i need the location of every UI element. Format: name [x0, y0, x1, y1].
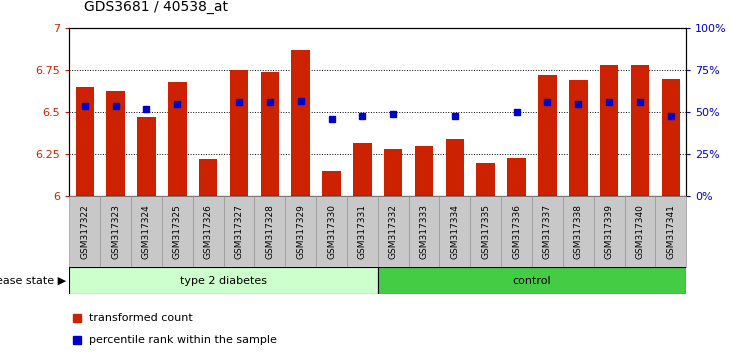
Text: GSM317331: GSM317331 [358, 204, 367, 259]
Bar [291, 50, 310, 196]
Bar [378, 267, 686, 294]
Bar [322, 171, 341, 196]
Bar [470, 196, 501, 267]
Text: GSM317339: GSM317339 [604, 204, 614, 259]
Bar [656, 196, 686, 267]
Bar [384, 149, 402, 196]
Text: disease state ▶: disease state ▶ [0, 275, 66, 286]
Bar [230, 70, 248, 196]
Bar [378, 196, 409, 267]
Bar [353, 143, 372, 196]
Bar [316, 196, 347, 267]
Bar [532, 196, 563, 267]
Text: GSM317335: GSM317335 [481, 204, 491, 259]
Text: percentile rank within the sample: percentile rank within the sample [89, 335, 277, 345]
Bar [445, 139, 464, 196]
Text: GSM317332: GSM317332 [388, 204, 398, 259]
Bar [538, 75, 557, 196]
Bar [415, 146, 434, 196]
Text: GSM317328: GSM317328 [265, 204, 274, 259]
Text: GSM317323: GSM317323 [111, 204, 120, 259]
Text: GSM317325: GSM317325 [173, 204, 182, 259]
Text: transformed count: transformed count [89, 313, 193, 323]
Text: GSM317322: GSM317322 [80, 205, 89, 259]
Bar [569, 80, 588, 196]
Text: GSM317334: GSM317334 [450, 204, 459, 259]
Bar [501, 196, 532, 267]
Bar [199, 160, 218, 196]
Bar [254, 196, 285, 267]
Text: GSM317333: GSM317333 [420, 204, 429, 259]
Bar [409, 196, 439, 267]
Bar [162, 196, 193, 267]
Bar [223, 196, 254, 267]
Bar [69, 267, 378, 294]
Text: GSM317324: GSM317324 [142, 205, 151, 259]
Bar [168, 82, 187, 196]
Bar [100, 196, 131, 267]
Text: GSM317327: GSM317327 [234, 204, 244, 259]
Bar [107, 91, 125, 196]
Text: GSM317329: GSM317329 [296, 204, 305, 259]
Bar [137, 118, 155, 196]
Bar [600, 65, 618, 196]
Text: GSM317341: GSM317341 [666, 204, 675, 259]
Bar [563, 196, 593, 267]
Bar [69, 196, 100, 267]
Text: GSM317326: GSM317326 [204, 204, 212, 259]
Bar [131, 196, 162, 267]
Bar [261, 72, 279, 196]
Bar [631, 65, 649, 196]
Bar [477, 163, 495, 196]
Text: GSM317338: GSM317338 [574, 204, 583, 259]
Text: GSM317330: GSM317330 [327, 204, 336, 259]
Bar [625, 196, 656, 267]
Text: GSM317337: GSM317337 [543, 204, 552, 259]
Text: GSM317336: GSM317336 [512, 204, 521, 259]
Bar [593, 196, 624, 267]
Bar [193, 196, 223, 267]
Bar [75, 87, 94, 196]
Bar [439, 196, 470, 267]
Bar [347, 196, 378, 267]
Text: GDS3681 / 40538_at: GDS3681 / 40538_at [84, 0, 228, 14]
Bar [507, 158, 526, 196]
Text: GSM317340: GSM317340 [635, 204, 645, 259]
Text: control: control [512, 275, 551, 286]
Bar [285, 196, 316, 267]
Text: type 2 diabetes: type 2 diabetes [180, 275, 267, 286]
Bar [661, 79, 680, 196]
